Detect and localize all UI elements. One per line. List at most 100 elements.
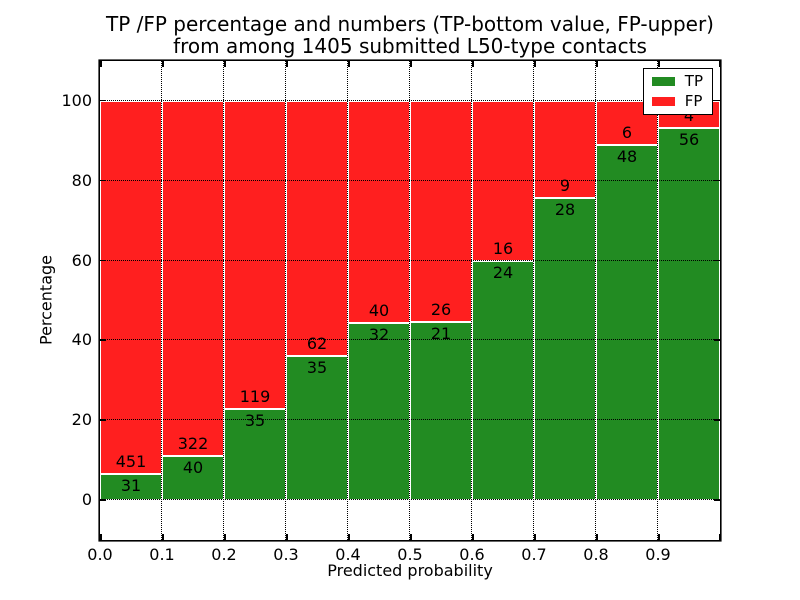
x-tick	[224, 534, 226, 540]
bar-fp-count: 119	[239, 387, 271, 407]
x-tick-label: 0.1	[149, 545, 175, 564]
bar-tp-count: 21	[430, 323, 452, 343]
y-tick-label: 80	[71, 170, 92, 190]
bar-fp-count: 16	[492, 238, 514, 258]
y-tick-right	[714, 419, 720, 421]
bar-tp-count: 40	[182, 457, 204, 477]
x-tick-label: 0.4	[335, 545, 361, 564]
bar-tp-count: 35	[244, 411, 266, 431]
bar-tp-count: 48	[616, 147, 638, 167]
x-tick-top	[286, 61, 288, 67]
title-line-2: from among 1405 submitted L50-type conta…	[173, 34, 647, 58]
v-gridline	[533, 61, 534, 540]
v-gridline	[285, 61, 286, 540]
bar-fp-segment	[162, 100, 224, 456]
x-tick	[100, 534, 102, 540]
h-gridline	[100, 499, 720, 501]
y-tick-label: 40	[71, 330, 92, 350]
legend-entry-fp: FP	[651, 92, 703, 110]
x-tick-top	[348, 61, 350, 67]
x-tick-label: 0.6	[459, 545, 485, 564]
x-tick-label: 0.7	[521, 545, 547, 564]
bar-tp-count: 35	[306, 358, 328, 378]
bar-tp-segment	[658, 127, 720, 501]
bar-tp-segment	[348, 322, 410, 501]
legend-swatch-tp-icon	[651, 77, 675, 86]
x-tick-label: 0.0	[87, 545, 113, 564]
v-gridline	[657, 61, 658, 540]
plot-area: 451 31 322 40 119 35 62 35 40 32 26 21 16 24 9 28 6 48 4 56…	[100, 61, 720, 540]
legend-entry-tp: TP	[651, 74, 703, 89]
v-gridline	[471, 61, 472, 540]
y-tick-right	[714, 259, 720, 262]
x-tick-top	[224, 61, 226, 67]
x-tick-top	[658, 61, 660, 67]
x-tick	[286, 534, 288, 540]
x-tick	[596, 534, 598, 540]
bar-tp-segment	[534, 198, 596, 501]
bar-tp-count: 31	[120, 476, 142, 496]
y-tick	[100, 419, 106, 421]
y-tick-right	[714, 99, 720, 102]
x-tick-top	[472, 61, 474, 67]
y-tick-label: 0	[81, 490, 92, 510]
bar-tp-segment	[596, 145, 658, 501]
y-tick-right	[714, 499, 720, 501]
h-gridline	[100, 339, 720, 341]
bar-fp-count: 62	[306, 334, 328, 354]
bar-fp-segment	[286, 100, 348, 357]
bar-fp-count: 4	[683, 105, 695, 125]
x-tick-top	[100, 61, 102, 67]
y-tick	[100, 259, 106, 262]
bar-fp-segment	[100, 100, 162, 475]
bar-tp-segment	[100, 474, 162, 501]
bar-fp-segment	[348, 100, 410, 323]
bar-fp-segment	[410, 100, 472, 322]
bar-tp-count: 32	[368, 324, 390, 344]
h-gridline	[100, 179, 720, 181]
v-gridline	[595, 61, 596, 540]
x-tick	[410, 534, 412, 540]
legend-label: FP	[684, 92, 703, 110]
bar-fp-count: 6	[621, 123, 633, 143]
bar-fp-count: 26	[430, 299, 452, 319]
bar-fp-count: 322	[177, 433, 209, 453]
x-tick	[348, 534, 350, 540]
x-tick-top	[534, 61, 536, 67]
y-axis-label: Percentage	[36, 254, 56, 346]
bar-fp-count: 9	[559, 176, 571, 195]
x-tick	[718, 534, 720, 540]
bar-tp-count: 24	[492, 262, 514, 282]
bar-tp-segment	[410, 321, 472, 501]
x-axis-label: Predicted probability	[327, 561, 493, 580]
h-gridline	[100, 259, 720, 261]
x-tick-top	[410, 61, 412, 67]
x-tick	[162, 534, 164, 540]
y-tick	[100, 99, 106, 102]
bar-tp-segment	[286, 356, 348, 501]
bar-tp-count: 28	[554, 200, 576, 219]
v-gridline	[223, 61, 224, 540]
x-tick-label: 0.9	[645, 545, 671, 564]
legend-swatch-fp-icon	[651, 97, 675, 106]
x-tick	[472, 534, 474, 540]
bar-fp-segment	[224, 100, 286, 410]
v-gridline	[161, 61, 162, 540]
chart-title: TP /FP percentage and numbers (TP-bottom…	[90, 13, 730, 57]
y-tick	[100, 179, 106, 182]
bar-tp-count: 56	[678, 129, 700, 149]
x-tick-top	[596, 61, 598, 67]
x-tick	[534, 534, 536, 540]
y-tick-label: 60	[71, 250, 92, 270]
v-gridline	[409, 61, 410, 540]
x-tick-label: 0.8	[583, 545, 609, 564]
x-tick-top	[162, 61, 164, 67]
x-tick-label: 0.3	[273, 545, 299, 564]
x-tick-top	[718, 61, 720, 67]
y-tick-right	[714, 179, 720, 182]
title-line-1: TP /FP percentage and numbers (TP-bottom…	[106, 12, 714, 36]
bar-fp-count: 451	[115, 452, 147, 472]
x-tick	[658, 534, 660, 540]
x-tick-label: 0.2	[211, 545, 237, 564]
